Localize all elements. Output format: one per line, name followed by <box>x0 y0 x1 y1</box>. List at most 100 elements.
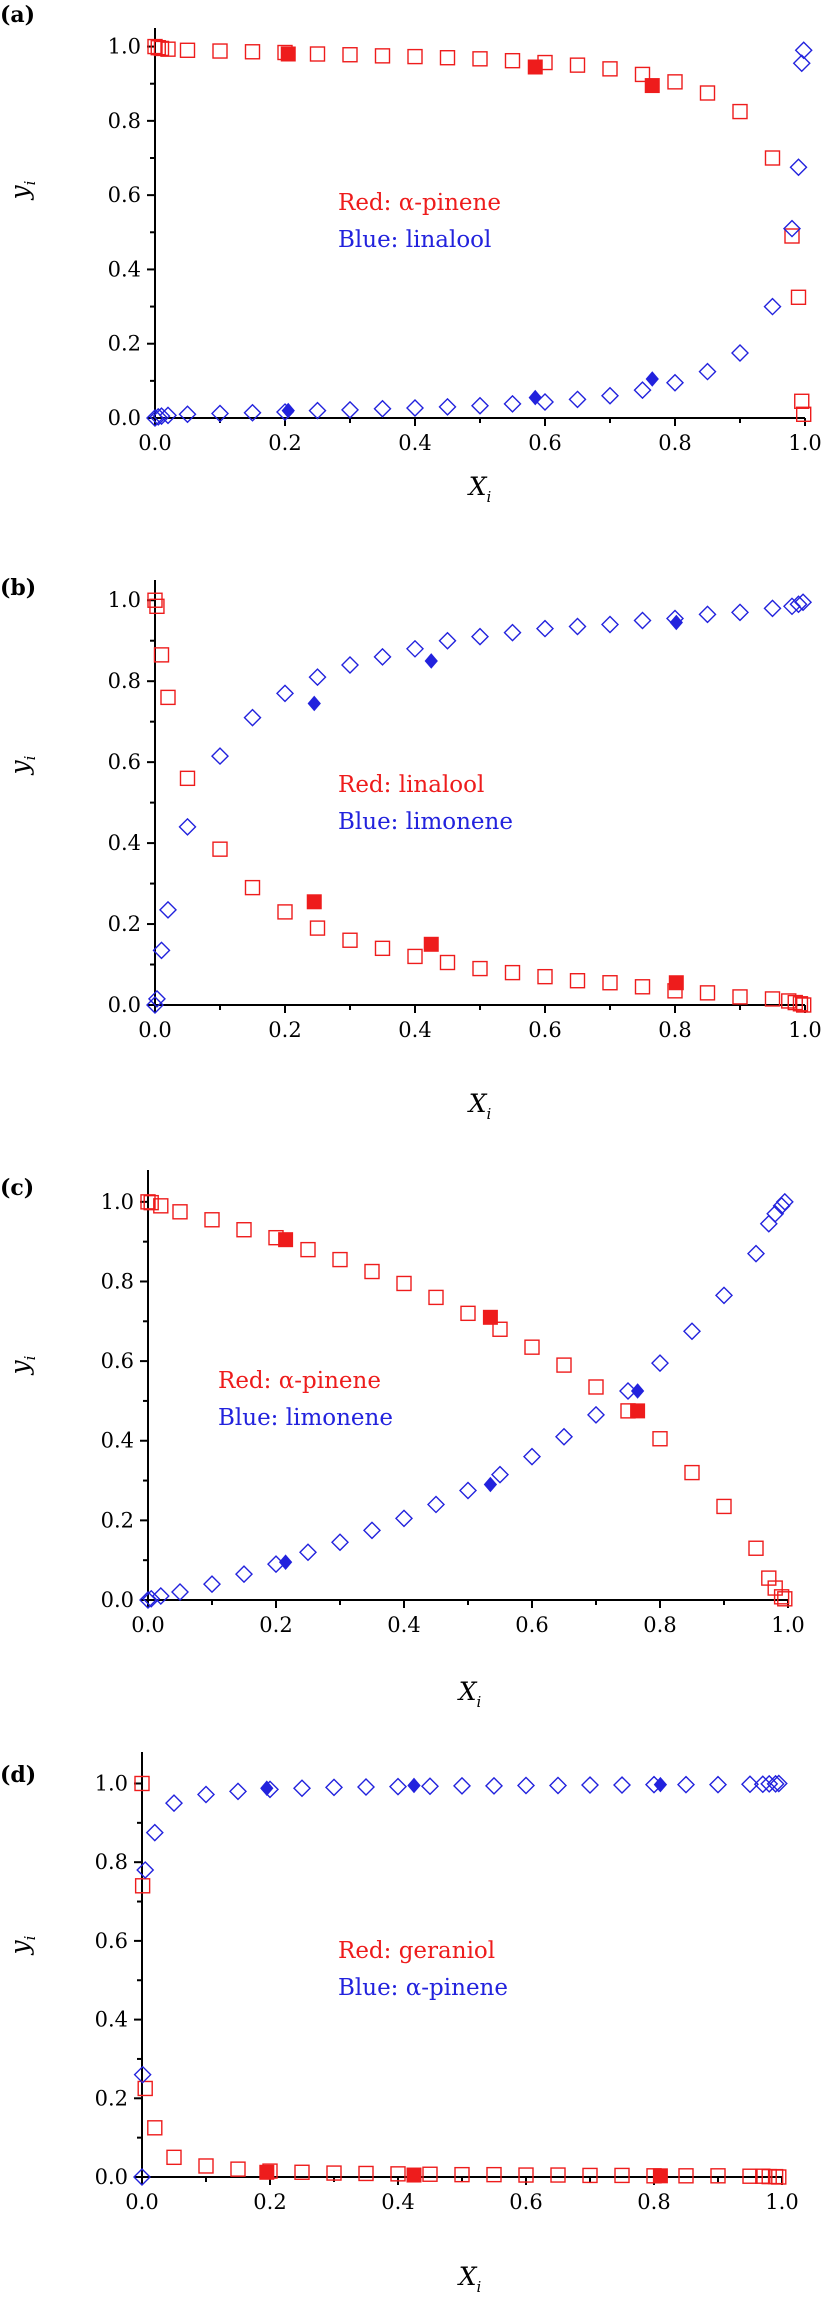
data-point-red-open-square <box>699 85 716 101</box>
data-point-red-open-square <box>149 598 165 615</box>
x-tick-label: 0.8 <box>658 1018 691 1042</box>
data-point-red-open-square <box>787 994 803 1011</box>
data-point-blue-open-diamond <box>766 1774 785 1793</box>
x-tick-label: 0.2 <box>253 2190 286 2214</box>
data-point-red-open-square <box>537 968 553 985</box>
chart-panel-a: (a) 0.0 0.2 0.4 0.6 0.8 1.0 0.0 0.2 0.4 0.6 0.8 1.0 X… <box>0 2 822 506</box>
x-tick-label: 0.6 <box>528 1018 561 1042</box>
data-point-red-open-square <box>300 1241 316 1258</box>
data-point-red-open-square <box>439 954 456 971</box>
data-point-red-filled-square <box>652 2168 668 2184</box>
data-point-red-open-square <box>667 74 683 90</box>
data-point-red-open-square <box>342 47 358 63</box>
data-point-red-open-square <box>794 393 810 409</box>
data-point-red-open-square <box>309 46 326 62</box>
data-point-red-open-square <box>179 42 196 58</box>
y-tick-label: 0.6 <box>101 1349 134 1373</box>
data-point-red-open-square <box>390 2166 406 2182</box>
data-point-red-open-square <box>422 2166 438 2182</box>
data-point-blue-open-diamond <box>581 1776 599 1795</box>
data-point-red-open-square <box>790 289 807 305</box>
data-point-blue-open-diamond <box>772 1196 791 1215</box>
data-point-blue-open-diamond <box>651 1354 669 1373</box>
y-tick-label: 0.0 <box>108 993 141 1017</box>
legend-entry-blue: Blue: linalool <box>338 227 491 253</box>
data-point-blue-open-diamond <box>763 297 782 316</box>
data-point-blue-open-diamond <box>485 1776 503 1795</box>
y-tick-label: 0.4 <box>95 2008 128 2032</box>
x-tick-label: 1.0 <box>771 1613 804 1637</box>
data-point-blue-open-diamond <box>741 1775 759 1794</box>
data-point-red-open-square <box>777 1591 793 1607</box>
data-point-red-open-square <box>374 48 391 64</box>
data-point-blue-open-diamond <box>698 362 717 381</box>
y-tick-label: 0.2 <box>101 1508 134 1532</box>
data-point-red-open-square <box>172 1204 188 1220</box>
data-point-red-open-square <box>764 150 781 166</box>
data-point-red-open-square <box>134 1878 151 1894</box>
data-point-red-open-square <box>764 991 781 1007</box>
data-point-red-open-square <box>147 592 163 608</box>
data-point-blue-open-diamond <box>783 219 801 238</box>
data-point-red-open-square <box>550 2167 566 2183</box>
data-point-red-filled-square <box>668 975 684 991</box>
data-point-blue-open-diamond <box>775 1192 794 1211</box>
chart-panel-c: (c) 0.0 0.2 0.4 0.6 0.8 1.0 0.0 0.2 0.4 0.6 0.8 1.0 X… <box>0 1170 805 1711</box>
data-point-red-open-square <box>784 228 800 244</box>
data-point-blue-open-diamond <box>753 1775 772 1794</box>
data-point-blue-open-diamond <box>666 373 684 392</box>
panel-label: (d) <box>0 1762 36 1788</box>
x-tick-label: 0.2 <box>259 1613 292 1637</box>
data-point-red-filled-square <box>280 46 296 62</box>
data-point-red-open-square <box>147 2120 163 2136</box>
x-tick-label: 0.4 <box>387 1613 420 1637</box>
data-point-red-open-square <box>364 1263 380 1280</box>
data-point-red-open-square <box>796 406 812 422</box>
x-axis-title: Xi <box>467 472 492 506</box>
data-point-blue-filled-diamond <box>307 695 321 712</box>
data-point-blue-open-diamond <box>395 1509 413 1528</box>
data-point-blue-open-diamond <box>149 407 168 426</box>
data-point-blue-open-diamond <box>152 941 171 960</box>
data-point-blue-open-diamond <box>406 398 424 417</box>
legend-entry-blue: Blue: α-pinene <box>338 1975 508 2001</box>
data-point-blue-open-diamond <box>373 647 392 666</box>
data-point-blue-filled-diamond <box>528 389 542 406</box>
data-point-red-open-square <box>796 997 812 1013</box>
x-tick-label: 0.8 <box>643 1613 676 1637</box>
data-point-red-open-square <box>588 1379 604 1395</box>
y-tick-label: 0.2 <box>108 332 141 356</box>
data-point-red-open-square <box>771 2169 787 2185</box>
data-point-blue-open-diamond <box>747 1244 765 1263</box>
legend-entry-red: Red: linalool <box>338 772 484 798</box>
data-point-blue-open-diamond <box>145 1823 164 1842</box>
y-tick-label: 1.0 <box>108 588 141 612</box>
data-point-blue-open-diamond <box>683 1322 701 1341</box>
data-point-blue-open-diamond <box>471 396 489 415</box>
data-point-red-open-square <box>569 973 586 989</box>
data-point-blue-open-diamond <box>715 1286 733 1305</box>
data-point-red-open-square <box>504 52 521 69</box>
data-point-red-open-square <box>504 964 521 981</box>
data-point-blue-open-diamond <box>389 1777 407 1796</box>
x-tick-label: 0.0 <box>138 431 171 455</box>
x-tick-label: 0.8 <box>637 2190 670 2214</box>
data-point-blue-open-diamond <box>698 605 717 624</box>
data-point-red-open-square <box>492 1321 508 1337</box>
x-tick-label: 1.0 <box>788 1018 821 1042</box>
data-point-red-filled-square <box>278 1232 294 1248</box>
x-tick-label: 0.2 <box>268 1018 301 1042</box>
x-tick-label: 0.6 <box>515 1613 548 1637</box>
data-point-blue-open-diamond <box>293 1779 311 1798</box>
data-point-blue-open-diamond <box>373 399 392 418</box>
x-tick-label: 0.6 <box>528 431 561 455</box>
y-axis-title: yi <box>5 755 39 775</box>
data-point-red-open-square <box>678 2168 694 2184</box>
x-axis-title: Xi <box>467 1089 492 1123</box>
data-point-blue-open-diamond <box>308 401 327 420</box>
data-point-red-open-square <box>602 975 618 991</box>
x-tick-label: 1.0 <box>765 2190 798 2214</box>
data-point-red-open-square <box>294 2164 310 2180</box>
data-point-red-open-square <box>472 960 488 977</box>
data-point-red-open-square <box>140 1194 156 1210</box>
